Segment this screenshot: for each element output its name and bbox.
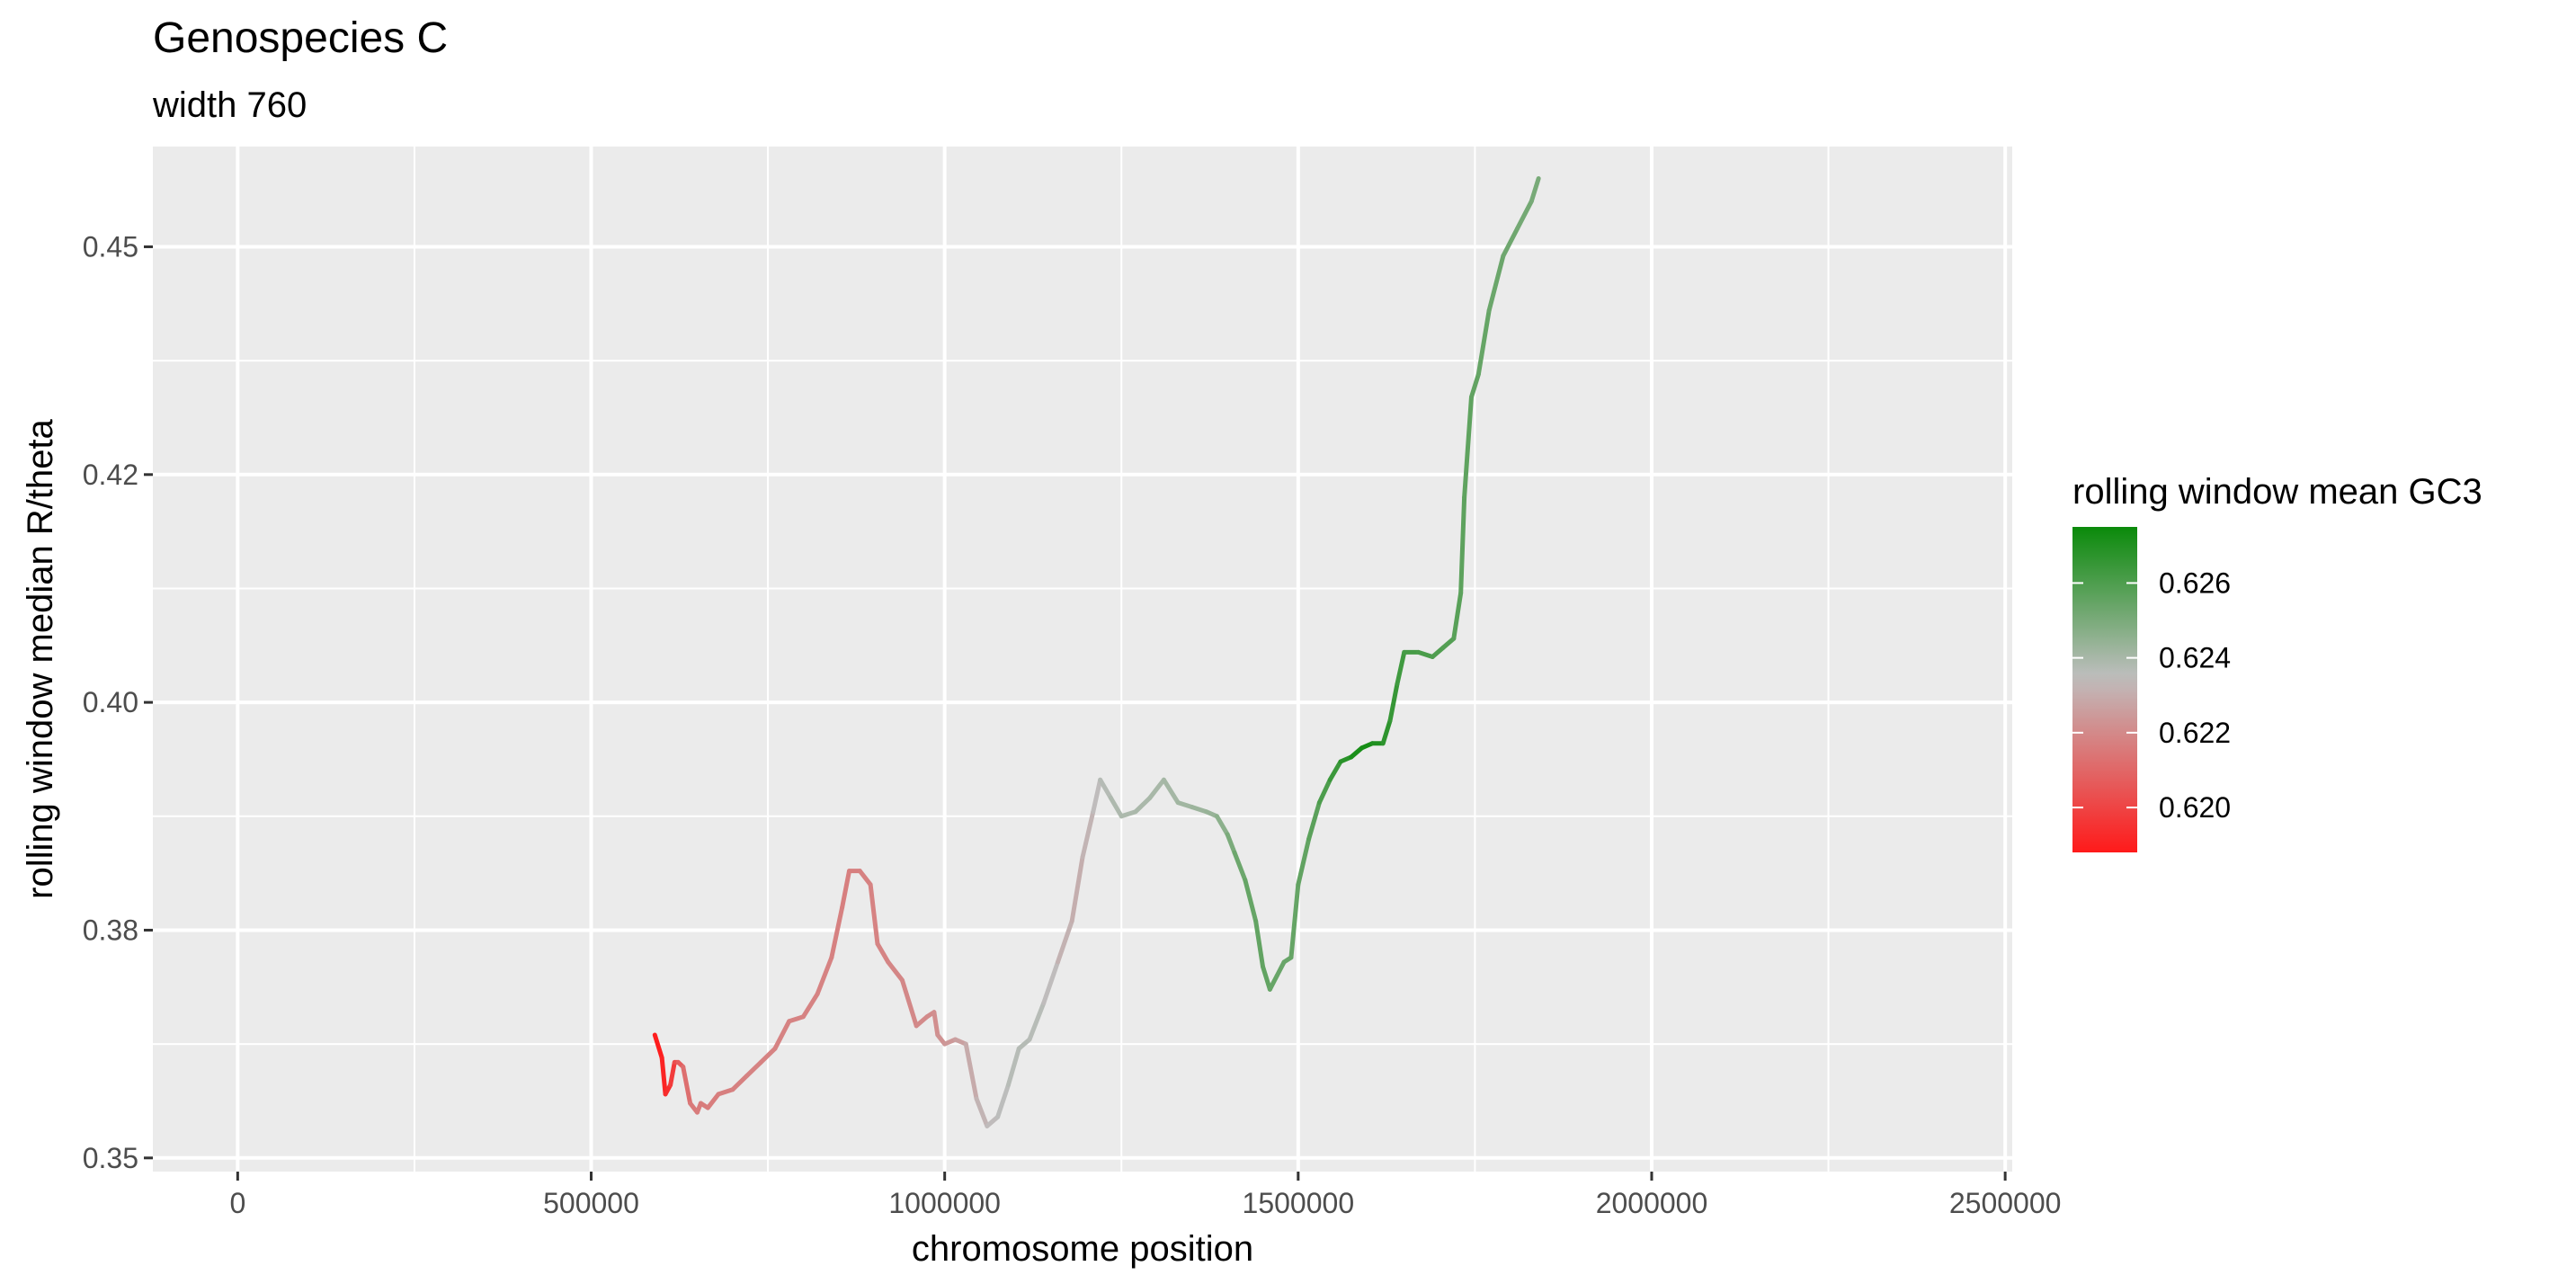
line-segment (974, 1096, 990, 1128)
line-segment (815, 955, 834, 996)
line-segment (1349, 745, 1365, 760)
line-segment (1232, 850, 1248, 883)
line-segment (1395, 649, 1407, 687)
line-segment (1440, 636, 1457, 650)
line-segment (1475, 308, 1492, 377)
line-segment (1261, 964, 1272, 992)
y-tick-label: 0.45 (83, 230, 138, 263)
legend-tick-label: 0.626 (2159, 566, 2231, 599)
line-segment (787, 1014, 806, 1024)
x-tick-label: 1000000 (888, 1187, 1001, 1219)
line-segment (963, 1041, 979, 1101)
line-segment (1055, 918, 1074, 965)
line-segment (1225, 832, 1237, 855)
line-segment (840, 869, 852, 910)
line-segment (730, 1074, 750, 1092)
chart-title: Genospecies C (153, 14, 448, 62)
grid-lines (153, 147, 2012, 1172)
line-segment (1080, 809, 1096, 860)
line-segment (1430, 645, 1446, 659)
legend-tick-label: 0.622 (2159, 717, 2231, 749)
line-segment (744, 1059, 763, 1079)
line-segment (868, 882, 880, 947)
line-segment (829, 905, 845, 960)
legend: rolling window mean GC3 0.6200.6220.6240… (2072, 472, 2482, 852)
line-segment (1274, 959, 1287, 978)
line-segment (1267, 973, 1279, 992)
line-segment (772, 1019, 792, 1051)
line-segment (1327, 759, 1343, 782)
y-tick-label: 0.38 (83, 914, 138, 946)
line-segment (857, 869, 873, 887)
line-segment (886, 959, 905, 983)
line-segment (1458, 495, 1467, 596)
y-tick-label: 0.40 (83, 686, 138, 718)
line-segment (1529, 175, 1541, 204)
line-segment (1380, 718, 1393, 746)
line-segment (652, 1032, 664, 1060)
line-segment (1462, 395, 1474, 500)
line-segment (1027, 1001, 1047, 1042)
line-segment (758, 1046, 778, 1065)
line-segment (659, 1055, 668, 1097)
line-segment (1190, 805, 1209, 815)
line-segment (875, 941, 891, 965)
legend-ticks: 0.620 0.622 0.624 0.626 (2072, 566, 2231, 824)
line-segment (1451, 591, 1464, 641)
line-segment (705, 1092, 721, 1110)
x-tick-label: 2000000 (1596, 1187, 1708, 1219)
y-tick-label: 0.42 (83, 459, 138, 491)
y-axis-label: rolling window median R/theta (21, 418, 60, 898)
line-segment (1016, 1037, 1032, 1051)
line-segment (1288, 882, 1301, 960)
line-segment (1108, 796, 1124, 819)
line-segment (1098, 777, 1113, 801)
line-segment (1415, 649, 1435, 659)
x-tick-label: 500000 (543, 1187, 639, 1219)
line-segment (1214, 814, 1230, 837)
line-segment (1005, 1046, 1021, 1088)
plot-panel (153, 147, 2012, 1172)
x-axis-label: chromosome position (912, 1229, 1253, 1269)
line-segment (1306, 800, 1322, 842)
line-segment (899, 977, 919, 1029)
legend-tick-label: 0.620 (2159, 791, 2231, 824)
line-segment (1501, 226, 1520, 259)
axes: 0 500000 1000000 1500000 2000000 2500000 0.35 0… (83, 230, 2062, 1219)
line-segment (1133, 796, 1153, 815)
x-tick-label: 0 (229, 1187, 245, 1219)
legend-colorbar (2072, 527, 2137, 852)
legend-title: rolling window mean GC3 (2072, 472, 2482, 512)
line-segment (800, 991, 820, 1020)
line-segment (1253, 918, 1266, 969)
line-segment (914, 1014, 930, 1029)
line-segment (668, 1059, 677, 1088)
line-segment (1515, 199, 1534, 231)
line-segment (1296, 836, 1312, 887)
line-segment (1161, 777, 1181, 806)
chart-subtitle: width 760 (152, 85, 307, 125)
line-segment (1147, 777, 1166, 801)
legend-tick-label: 0.624 (2159, 642, 2231, 674)
line-segment (1316, 777, 1333, 806)
x-tick-label: 2500000 (1949, 1187, 2062, 1219)
line-segment (1243, 878, 1259, 923)
line-segment (995, 1083, 1011, 1119)
line-segment (1091, 777, 1103, 815)
line-segment (985, 1114, 1001, 1128)
line-segment (716, 1087, 735, 1097)
line-segment (931, 1010, 940, 1038)
y-tick-label: 0.35 (83, 1142, 138, 1174)
line-segment (681, 1064, 693, 1106)
x-tick-label: 1500000 (1243, 1187, 1355, 1219)
line-segment (1069, 854, 1085, 923)
line-segment (1468, 371, 1481, 400)
line-segment (1486, 254, 1506, 313)
data-line (652, 175, 1541, 1128)
line-segment (1041, 959, 1060, 1006)
line-segment (1175, 800, 1195, 810)
line-segment (1119, 809, 1138, 819)
line-segment (1387, 682, 1400, 723)
